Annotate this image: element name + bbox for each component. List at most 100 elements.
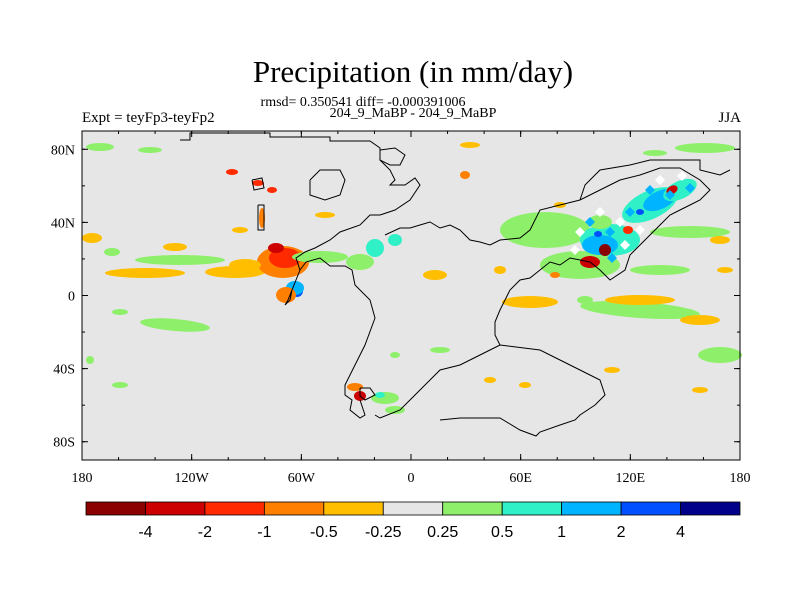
asia-green-6: [588, 215, 612, 229]
arctic-island-1: [379, 147, 406, 166]
colorbar-swatch: [501, 501, 563, 516]
asia-green-4: [630, 265, 690, 275]
asia-red-3: [623, 226, 633, 234]
sa-yellow-2: [519, 382, 531, 388]
pacific-yellow-5: [232, 227, 248, 233]
checker-diamond-0: [575, 227, 585, 237]
north-america-outline: [180, 132, 421, 306]
atl-green-1: [346, 254, 374, 270]
colorbar-label: -2: [198, 524, 212, 541]
sa-green-4: [86, 356, 94, 364]
arctic-orange-1: [460, 142, 480, 148]
ep-red-nw-1: [226, 169, 238, 175]
stats-text: rmsd= 0.350541 diff= -0.000391006: [260, 95, 466, 110]
map-axes: 180 120W 60W 0 60E 120E 180 80N 40N 0 40S 80S: [51, 131, 751, 486]
arctic-green-4: [643, 150, 667, 156]
asia-north-outline: [579, 159, 731, 201]
colorbar-swatch: [620, 501, 681, 516]
sa-teal-1: [375, 392, 385, 398]
pacific-green-4: [112, 309, 128, 315]
colorbar-swatch: [204, 501, 265, 516]
colorbar-label: -1: [257, 524, 271, 541]
pacific-green-2: [135, 255, 225, 265]
greenland-outline: [309, 169, 346, 201]
atl-yellow-2: [315, 212, 335, 218]
ep-red-1: [269, 248, 301, 268]
x-tick-label: 60E: [509, 471, 532, 486]
io-yellow-7: [717, 267, 733, 273]
south-atlantic-island: [359, 387, 376, 401]
checker-diamond-14: [635, 225, 645, 235]
checker-diamond-8: [620, 240, 630, 250]
atl-green-2: [390, 352, 400, 358]
atl-teal-1: [366, 239, 384, 257]
x-tick-label: 120E: [616, 471, 646, 486]
asia-orange-1: [550, 272, 560, 278]
colorbar-swatch: [680, 501, 741, 516]
io-green-2: [698, 347, 742, 363]
x-tick-label: 60W: [288, 471, 316, 486]
colorbar-label: -0.5: [310, 524, 338, 541]
sa-green-3: [112, 382, 128, 388]
y-tick-label: 80S: [53, 436, 75, 451]
checker-diamond-9: [645, 185, 655, 195]
io-green-1: [577, 296, 593, 304]
colorbar-label: 4: [676, 524, 685, 541]
atl-yellow-1: [423, 270, 447, 280]
colorbar-swatch: [145, 501, 206, 516]
colorbar-label: 2: [617, 524, 626, 541]
pacific-green-1: [104, 248, 120, 256]
checker-diamond-3: [605, 227, 615, 237]
sa-green-1: [371, 392, 399, 404]
colorbar: -4 -2 -1 -0.5 -0.25 0.25 0.5 1 2 4: [85, 501, 741, 541]
checker-diamond-5: [625, 207, 635, 217]
ep-red-nw-3: [267, 187, 277, 193]
checker-diamond-11: [665, 190, 675, 200]
season-label: JJA: [718, 110, 741, 126]
experiment-label: Expt = teyFp3-teyFp2: [82, 110, 215, 126]
atl-green-3: [430, 347, 450, 353]
colorbar-label: 0.5: [491, 524, 513, 541]
checker-diamond-13: [685, 183, 695, 193]
sa-yellow-1: [484, 377, 496, 383]
africa-yellow-1: [494, 266, 506, 274]
chart-title: Precipitation (in mm/day): [252, 54, 574, 89]
asia-green-3: [650, 226, 730, 238]
arctic-green-1: [86, 143, 114, 151]
anomaly-fields: [82, 142, 742, 414]
asia-green-2: [540, 251, 620, 279]
pacific-island-2: [257, 204, 265, 231]
ep-green-band: [292, 251, 348, 263]
x-tick-label: 180: [730, 471, 751, 486]
pacific-yellow-3: [105, 268, 185, 278]
io-yellow-3: [680, 315, 720, 325]
io-yellow-6: [710, 236, 730, 244]
x-tick-label: 0: [408, 471, 415, 486]
pacific-green-3: [140, 318, 210, 332]
checker-diamond-7: [607, 253, 617, 263]
checker-diamond-12: [677, 171, 687, 181]
ep-red-nw-2: [252, 180, 264, 186]
eurasia-africa-outline: [374, 167, 711, 419]
y-tick-label: 40N: [51, 216, 75, 231]
periods-text: 204_9_MaBP - 204_9_MaBP: [329, 106, 497, 121]
arctic-green-2: [138, 147, 162, 153]
colorbar-label: 0.25: [427, 524, 458, 541]
x-tick-label: 180: [72, 471, 93, 486]
colorbar-label: -4: [138, 524, 152, 541]
y-tick-label: 80N: [51, 143, 75, 158]
continent-outlines: [180, 132, 731, 437]
colorbar-swatch: [382, 501, 444, 516]
y-tick-label: 40S: [53, 363, 75, 378]
map-plot-area: [81, 130, 742, 461]
pacific-yellow-1: [82, 233, 102, 243]
pacific-yellow-2: [163, 243, 187, 251]
io-yellow-1: [502, 296, 558, 308]
io-yellow-5: [692, 387, 708, 393]
colorbar-label: 1: [557, 524, 566, 541]
y-tick-label: 0: [68, 290, 75, 305]
arctic-green-3: [675, 143, 735, 153]
io-yellow-2: [605, 295, 675, 305]
sa-orange-1: [347, 383, 363, 391]
